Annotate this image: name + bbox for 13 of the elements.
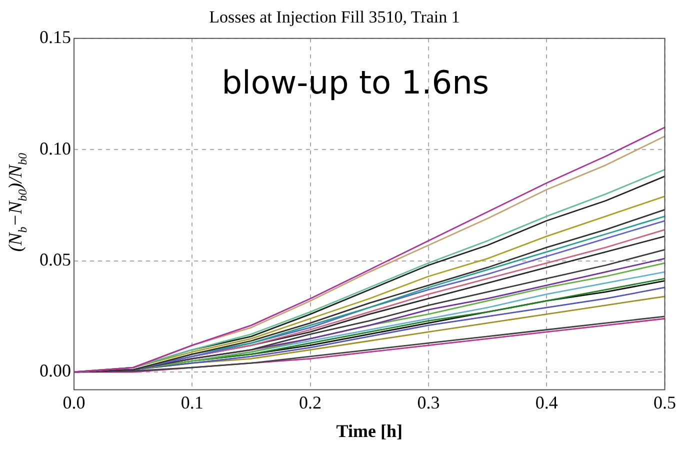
x-tick-label: 0.1 [180, 392, 204, 412]
y-tick-label: 0.10 [40, 138, 71, 158]
chart-title: Losses at Injection Fill 3510, Train 1 [209, 8, 460, 27]
x-tick-label: 0.0 [62, 392, 86, 412]
y-tick-label: 0.05 [40, 250, 71, 270]
y-tick-label: 0.00 [40, 360, 71, 381]
x-tick-label: 0.3 [417, 392, 440, 412]
x-axis-title: Time [h] [336, 420, 402, 441]
annotation: blow-up to 1.6ns [222, 63, 490, 102]
x-tick-label: 0.2 [299, 392, 322, 412]
x-tick-label: 0.5 [654, 392, 676, 412]
y-tick-label: 0.15 [40, 27, 71, 48]
x-tick-label: 0.4 [535, 392, 558, 412]
